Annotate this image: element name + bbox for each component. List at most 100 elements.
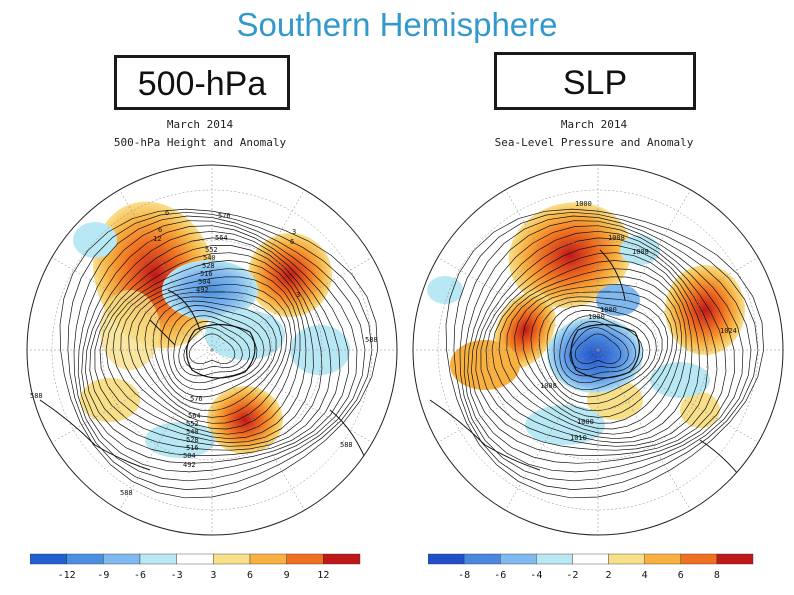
colorbar-tick-label: -6	[134, 570, 146, 581]
colorbar-tick-label: -9	[97, 570, 109, 581]
contour-label: 6	[290, 238, 294, 246]
right-map-border	[412, 164, 784, 536]
colorbar-tick-label: 6	[678, 570, 684, 581]
contour-label: 516	[200, 270, 213, 278]
contour-label: 3	[296, 291, 300, 299]
contour-line	[59, 208, 378, 499]
contour-label: 12	[153, 235, 161, 243]
colorbar-swatch	[176, 553, 214, 565]
colorbar-tick-label: 4	[642, 570, 648, 581]
colorbar-tick-label: -8	[458, 570, 470, 581]
africa-coast	[429, 399, 541, 471]
colorbar-tick-label: -12	[58, 570, 76, 581]
contour-label: 1000	[588, 313, 605, 321]
right-map-fill	[413, 165, 783, 535]
colorbar-swatch	[66, 553, 104, 565]
contour-label: 528	[186, 436, 199, 444]
panel-label-slp: SLP	[494, 52, 696, 110]
colorbar-tick-label: 3	[210, 570, 216, 581]
contour-label: 1000	[577, 418, 594, 426]
left-map-title-line1: March 2014	[166, 118, 234, 131]
contour-label: 564	[188, 412, 201, 420]
colorbar-swatch	[716, 553, 754, 565]
colorbar-tick-label: -3	[171, 570, 183, 581]
contour-label: 576	[218, 212, 231, 220]
contour-label: 564	[215, 234, 228, 242]
colorbar-swatch	[249, 553, 287, 565]
contour-label: 6	[158, 226, 162, 234]
south-america-coast	[149, 289, 201, 346]
contour-label: 492	[183, 461, 196, 469]
colorbar-tick-label: 8	[714, 570, 720, 581]
anomaly-positive	[207, 386, 283, 454]
anomaly-positive	[450, 340, 520, 390]
anomaly-negative	[525, 405, 605, 445]
contour-label: 1000	[600, 306, 617, 314]
anomaly-negative	[427, 276, 463, 304]
contour-line	[136, 291, 288, 418]
contour-label: 588	[365, 336, 378, 344]
contour-label: 540	[186, 428, 199, 436]
right-map-title-line1: March 2014	[560, 118, 628, 131]
colorbar-tick-label: -2	[566, 570, 578, 581]
contour-label: 1010	[570, 434, 587, 442]
anomaly-positive	[665, 265, 745, 355]
contour-line	[128, 284, 292, 424]
colorbar-tick-label: 2	[606, 570, 612, 581]
contour-label: 504	[183, 452, 196, 460]
contour-line	[498, 268, 687, 435]
contour-line	[514, 284, 678, 424]
contour-label: 1000	[575, 200, 592, 208]
contour-label: 1008	[540, 382, 557, 390]
contour-label: 576	[190, 395, 203, 403]
contour-label: 1008	[632, 248, 649, 256]
anomaly-positive	[680, 392, 720, 428]
africa-coast	[39, 399, 151, 471]
anomaly-positive	[508, 202, 632, 308]
colorbar-swatch	[213, 553, 251, 565]
contour-label: 552	[186, 420, 199, 428]
contour-line	[506, 276, 683, 430]
contour-label: 588	[30, 392, 43, 400]
anomaly-positive	[80, 378, 140, 422]
colorbar-tick-label: 6	[247, 570, 253, 581]
colorbar-tick-label: 9	[284, 570, 290, 581]
page-title: Southern Hemisphere	[236, 6, 558, 43]
left-contour-labels: 5765645525405285165044925765645525405285…	[30, 209, 378, 497]
left-map-border	[26, 164, 398, 536]
contour-line	[183, 327, 243, 370]
contour-label: 492	[196, 286, 209, 294]
antarctica-coast	[570, 323, 641, 379]
colorbar-swatch	[572, 553, 609, 565]
anomaly-positive	[248, 233, 332, 317]
colorbar-tick-label: -4	[530, 570, 542, 581]
colorbar-swatch	[139, 553, 177, 565]
contour-label: 540	[203, 254, 216, 262]
anomaly-negative	[650, 362, 710, 398]
colorbar-swatch	[463, 553, 501, 565]
contour-line	[112, 268, 301, 435]
contour-label: 1024	[720, 327, 737, 335]
anomaly-negative	[73, 222, 117, 258]
contour-label: 1008	[608, 234, 625, 242]
contour-line	[522, 291, 674, 418]
colorbar-swatch	[608, 553, 645, 565]
left-map-fill	[27, 165, 397, 535]
panel-label-500hpa: 500-hPa	[114, 55, 290, 110]
colorbar-swatch	[286, 553, 324, 565]
right-map-title-line2: Sea-Level Pressure and Anomaly	[494, 136, 694, 149]
contour-line	[160, 305, 271, 398]
contour-label: 516	[186, 444, 199, 452]
contour-label: 3	[292, 228, 296, 236]
antarctica-coast	[186, 323, 256, 379]
left-map-title-line2: 500-hPa Height and Anomaly	[113, 136, 287, 149]
contour-label: 528	[202, 262, 215, 270]
colorbar-tick-label: -6	[494, 570, 506, 581]
contour-label: 6	[165, 209, 169, 217]
colorbar-slp: -8 -6 -4 -2 2 4 6 8	[428, 553, 754, 581]
colorbar-swatch	[680, 553, 718, 565]
contour-line	[120, 276, 297, 430]
